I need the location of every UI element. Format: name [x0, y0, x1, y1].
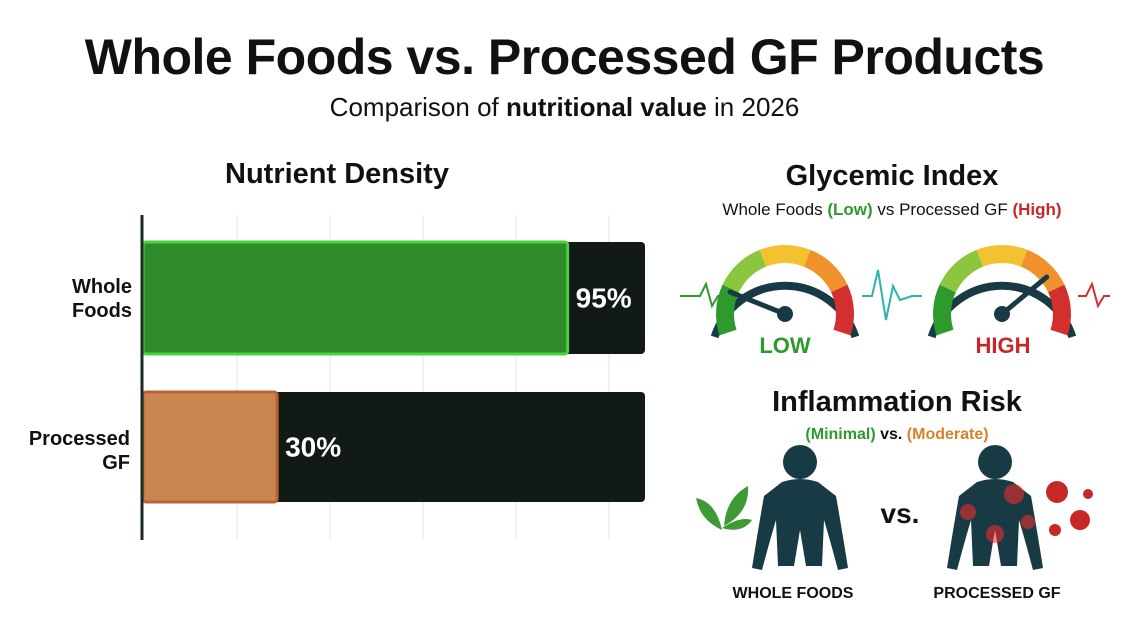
subtitle-text: vs Processed GF [872, 200, 1013, 219]
bar [141, 390, 279, 504]
gauge-segment [722, 249, 767, 293]
subtitle-low: (Low) [827, 200, 873, 219]
gauge-segment [1047, 284, 1071, 336]
value-label: 95% [576, 282, 632, 313]
gauges [710, 245, 1077, 339]
section-subtitle: Whole Foods (Low) vs Processed GF (High) [642, 200, 1129, 220]
subtitle-moderate: (Moderate) [906, 426, 989, 443]
leaf-icon [696, 486, 752, 530]
gauge-label: LOW [759, 333, 811, 358]
pulse-line [1078, 281, 1110, 309]
category-label: Processed GF [28, 428, 130, 474]
subtitle: Comparison of nutritional value in 2026 [0, 92, 1129, 123]
gauge-segment [759, 245, 811, 267]
category-label: Whole Foods [72, 276, 132, 322]
virus-icon [1046, 481, 1093, 536]
gauge-segment [976, 245, 1028, 267]
gauge-needle [999, 274, 1050, 317]
bars: 95% 30% [141, 240, 632, 504]
gauge-segment [933, 284, 957, 336]
body-label: WHOLE FOODS [732, 585, 854, 602]
section-title: Inflammation Risk [772, 386, 1022, 418]
body-silhouette [752, 445, 848, 570]
gauge-segment [803, 249, 848, 293]
subtitle-minimal: (Minimal) [805, 426, 876, 443]
gauge-segment [1020, 249, 1065, 293]
section-title: Nutrient Density [225, 158, 449, 190]
body-label: PROCESSED GF [933, 585, 1061, 602]
gauge-hub [994, 306, 1010, 322]
gauge-segment [830, 284, 854, 336]
value-label: 30% [285, 431, 341, 462]
bar [141, 240, 570, 356]
subtitle-emphasis: nutritional value [505, 92, 707, 122]
subtitle-text: Comparison of [329, 92, 506, 122]
gauge-segment [939, 249, 984, 293]
gauge-label: HIGH [975, 333, 1031, 358]
gauge-hub [777, 306, 793, 322]
title: Whole Foods vs. Processed GF Products [84, 29, 1045, 85]
gauge-needle [727, 289, 788, 317]
gauge-segment [716, 284, 740, 336]
pulse-line [862, 269, 922, 321]
inflammation-spot [960, 484, 1035, 543]
subtitle-high: (High) [1012, 200, 1062, 219]
subtitle-text: in 2026 [706, 92, 800, 122]
section-title: Glycemic Index [785, 160, 999, 192]
subtitle-text: Whole Foods [722, 200, 828, 219]
subtitle-text: vs. [875, 426, 907, 443]
versus: vs. [880, 498, 920, 529]
section-subtitle: (Minimal) vs. (Moderate) [697, 426, 1097, 444]
